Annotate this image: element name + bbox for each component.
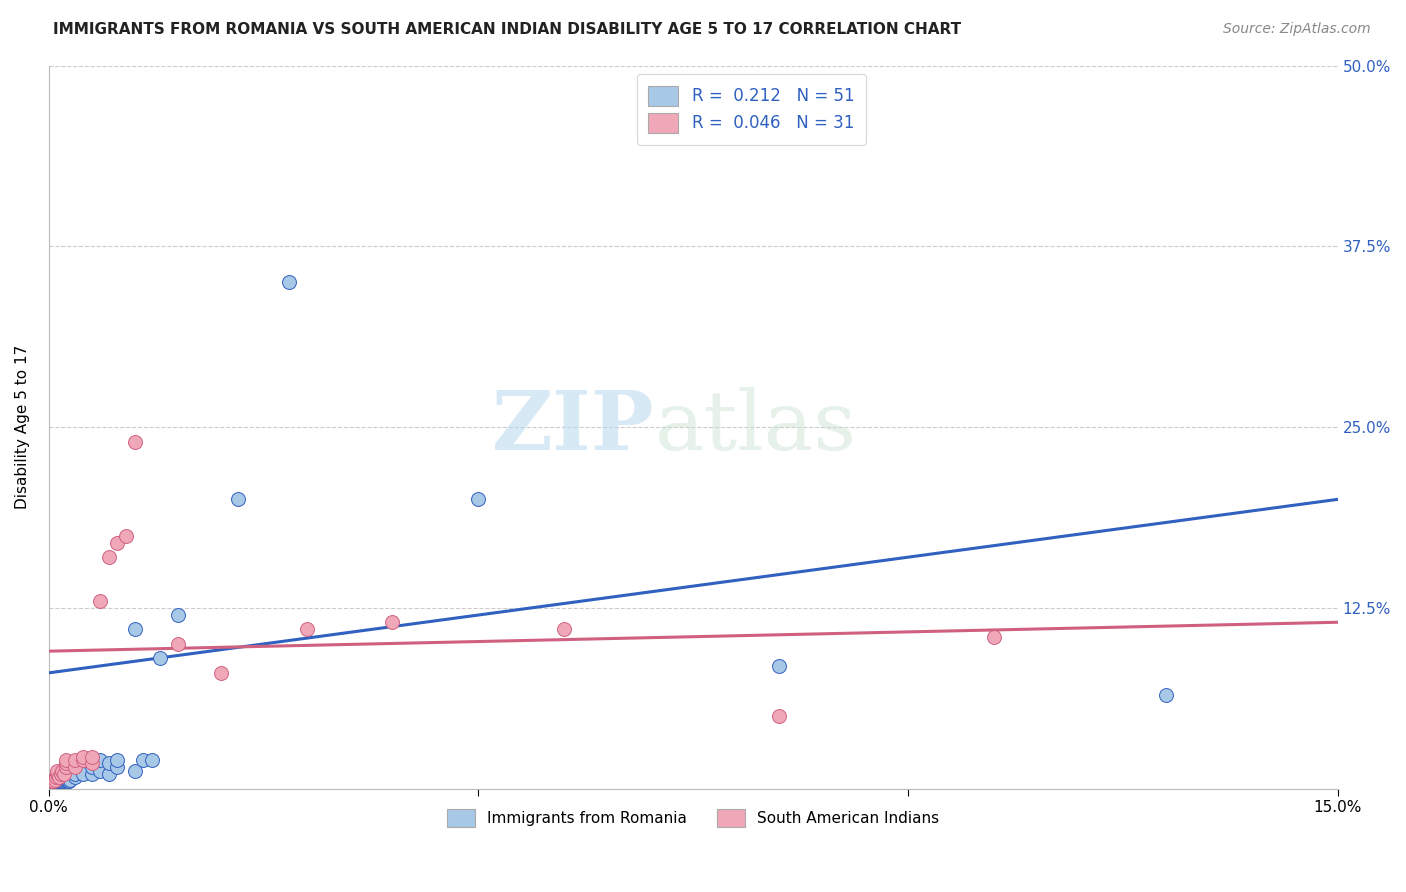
Point [45, 772, 67, 787]
Point [55, 770, 77, 784]
Point [72, 749, 94, 764]
Point [46, 772, 69, 786]
Point [41, 774, 63, 789]
Point [46, 772, 69, 787]
Point [46, 770, 69, 784]
Point [45, 774, 67, 789]
Point [46, 764, 69, 779]
Point [49, 774, 72, 789]
Point [42, 774, 65, 789]
Point [55, 767, 77, 781]
Point [58, 774, 80, 789]
Text: IMMIGRANTS FROM ROMANIA VS SOUTH AMERICAN INDIAN DISABILITY AGE 5 TO 17 CORRELAT: IMMIGRANTS FROM ROMANIA VS SOUTH AMERICA… [53, 22, 962, 37]
Point [80, 767, 103, 781]
Point [41, 774, 63, 789]
Text: Source: ZipAtlas.com: Source: ZipAtlas.com [1223, 22, 1371, 37]
Point [41, 774, 63, 789]
Point [295, 623, 318, 637]
Point [51, 772, 73, 786]
Text: ZIP: ZIP [492, 387, 655, 467]
Point [132, 753, 155, 767]
Point [55, 760, 77, 774]
Point [107, 760, 129, 774]
Point [46, 767, 69, 781]
Point [89, 764, 111, 779]
Point [55, 753, 77, 767]
Point [72, 753, 94, 767]
Point [149, 651, 172, 665]
Point [72, 767, 94, 781]
Point [768, 658, 790, 673]
Point [53, 772, 76, 787]
Point [48, 774, 70, 789]
Point [44, 774, 66, 789]
Y-axis label: Disability Age 5 to 17: Disability Age 5 to 17 [15, 345, 30, 509]
Point [51, 774, 73, 789]
Point [51, 764, 73, 779]
Point [278, 276, 301, 290]
Point [45, 770, 67, 784]
Point [59, 772, 82, 787]
Point [63, 760, 86, 774]
Point [42, 774, 65, 789]
Point [983, 630, 1005, 644]
Text: atlas: atlas [655, 387, 856, 467]
Point [49, 767, 72, 781]
Point [768, 709, 790, 723]
Point [49, 774, 72, 789]
Point [107, 535, 129, 549]
Point [115, 528, 138, 542]
Point [467, 492, 489, 507]
Point [97, 756, 120, 770]
Point [80, 760, 103, 774]
Point [55, 772, 77, 787]
Point [55, 756, 77, 770]
Point [124, 764, 146, 779]
Point [80, 749, 103, 764]
Point [89, 593, 111, 607]
Point [42, 774, 65, 789]
Point [51, 772, 73, 787]
Point [553, 623, 575, 637]
Point [97, 767, 120, 781]
Point [107, 753, 129, 767]
Point [63, 753, 86, 767]
Point [124, 623, 146, 637]
Point [56, 774, 79, 789]
Point [46, 774, 69, 789]
Legend: Immigrants from Romania, South American Indians: Immigrants from Romania, South American … [440, 801, 946, 835]
Point [166, 607, 188, 622]
Point [53, 767, 76, 781]
Point [63, 767, 86, 781]
Point [89, 753, 111, 767]
Point [48, 770, 70, 784]
Point [44, 772, 66, 787]
Point [55, 772, 77, 786]
Point [381, 615, 404, 630]
Point [226, 492, 249, 507]
Point [141, 753, 163, 767]
Point [63, 756, 86, 770]
Point [166, 637, 188, 651]
Point [52, 772, 75, 787]
Point [72, 753, 94, 767]
Point [53, 774, 76, 789]
Point [63, 770, 86, 784]
Point [1154, 688, 1177, 702]
Point [209, 665, 232, 680]
Point [124, 434, 146, 449]
Point [97, 550, 120, 565]
Point [80, 756, 103, 770]
